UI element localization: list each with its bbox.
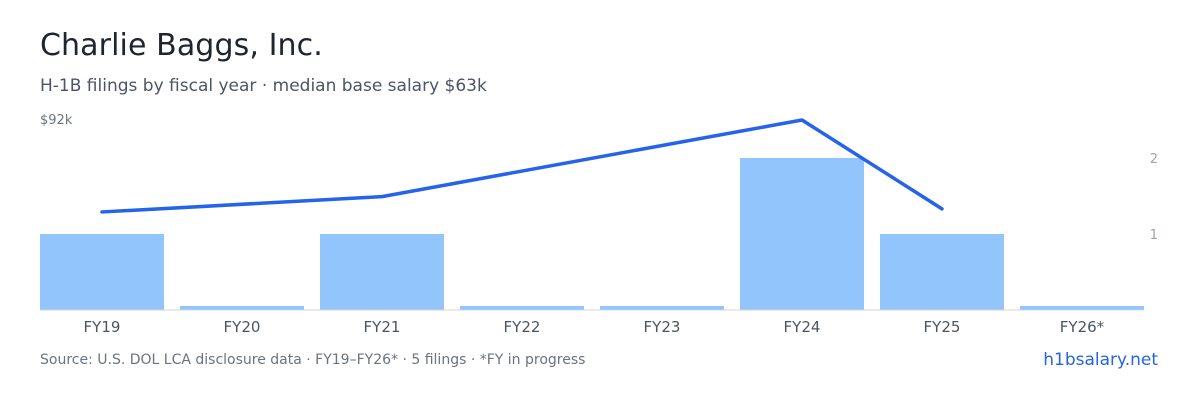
- bar-fy22: [460, 306, 584, 310]
- x-tick-label: FY20: [224, 318, 261, 336]
- source-note: Source: U.S. DOL LCA disclosure data · F…: [40, 352, 586, 368]
- site-link[interactable]: h1bsalary.net: [1043, 350, 1158, 370]
- axis-layer: $92k: [40, 113, 1144, 311]
- x-tick-label: FY19: [84, 318, 121, 336]
- bar-fy25: [880, 234, 1004, 310]
- right-axis-tick-label: 2: [1150, 152, 1158, 167]
- bar-fy23: [600, 306, 724, 310]
- line-layer: [100, 118, 944, 214]
- bars-layer: [40, 158, 1144, 310]
- chart-title: Charlie Baggs, Inc.: [40, 28, 323, 63]
- x-tick-label: FY25: [924, 318, 961, 336]
- bar-fy20: [180, 306, 304, 310]
- bar-fy19: [40, 234, 164, 310]
- right-axis-ticks: 12: [1150, 152, 1158, 243]
- bar-fy24: [740, 158, 864, 310]
- x-tick-label: FY21: [364, 318, 401, 336]
- x-tick-label: FY22: [504, 318, 541, 336]
- right-axis-tick-label: 1: [1150, 228, 1158, 243]
- x-tick-label: FY24: [784, 318, 821, 336]
- left-axis-max-label: $92k: [40, 113, 73, 128]
- bar-fy21: [320, 234, 444, 310]
- salary-line: [100, 118, 944, 214]
- bar-fy26: [1020, 306, 1144, 310]
- x-tick-label: FY26*: [1060, 318, 1105, 336]
- chart-subtitle: H-1B filings by fiscal year · median bas…: [40, 76, 487, 96]
- x-tick-labels: FY19 FY20 FY21 FY22 FY23 FY24 FY25 FY26*: [84, 318, 1105, 336]
- x-tick-label: FY23: [644, 318, 681, 336]
